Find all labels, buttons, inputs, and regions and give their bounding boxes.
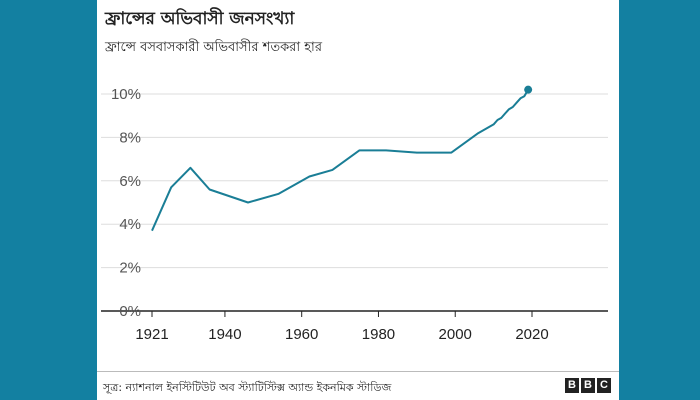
end-point-marker <box>524 85 533 94</box>
y-axis-ticks: 0% 2% 4% 6% 8% 10% <box>111 86 141 320</box>
x-tick-label: 2000 <box>439 326 472 343</box>
line-chart: 0% 2% 4% 6% 8% 10% 1921 1940 1960 1980 2000 2020 <box>101 85 608 343</box>
y-tick-label: 6% <box>119 173 141 190</box>
chart-card: ফ্রান্সের অভিবাসী জনসংখ্যা ফ্রান্সে বসবা… <box>97 0 619 400</box>
bbc-logo: B B C <box>565 378 611 393</box>
x-tick-label: 2020 <box>515 326 548 343</box>
x-axis-ticks: 1921 1940 1960 1980 2000 2020 <box>135 311 549 343</box>
series-line <box>151 89 530 232</box>
series-layer <box>151 85 533 232</box>
y-tick-label: 2% <box>119 260 141 277</box>
logo-block: B <box>581 378 595 393</box>
y-tick-label: 10% <box>111 86 141 103</box>
chart-title: ফ্রান্সের অভিবাসী জনসংখ্যা <box>105 9 295 29</box>
footer-divider <box>97 371 619 372</box>
x-tick-label: 1940 <box>208 326 241 343</box>
gridlines <box>101 93 608 312</box>
x-tick-label: 1921 <box>135 326 168 343</box>
chart-subtitle: ফ্রান্সে বসবাসকারী অভিবাসীর শতকরা হার <box>105 40 322 55</box>
y-tick-label: 0% <box>119 303 141 320</box>
source-note: সূত্র: ন্যাশনাল ইনস্টিটিউট অব স্ট্যাটিস্… <box>103 381 392 394</box>
y-tick-label: 4% <box>119 216 141 233</box>
logo-block: B <box>565 378 579 393</box>
x-tick-label: 1960 <box>285 326 318 343</box>
x-tick-label: 1980 <box>362 326 395 343</box>
y-tick-label: 8% <box>119 129 141 146</box>
logo-block: C <box>597 378 611 393</box>
